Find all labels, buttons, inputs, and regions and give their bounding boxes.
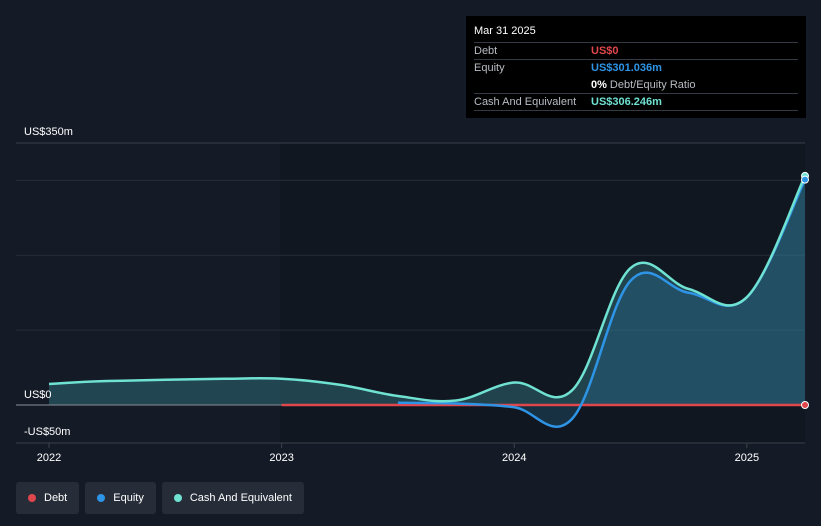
x-tick-label: 2022: [37, 452, 61, 464]
equity-dot-icon: [97, 494, 106, 502]
cash-dot-icon: [173, 494, 182, 502]
legend-cash-label: Cash And Equivalent: [189, 492, 292, 504]
legend-item-debt[interactable]: Debt: [16, 482, 80, 514]
equity-end-marker: [801, 175, 809, 184]
tooltip-debt-label: Debt: [474, 45, 498, 57]
y-axis-bottom-label: -US$50m: [24, 426, 70, 438]
debt-end-marker: [801, 401, 809, 409]
legend-item-cash[interactable]: Cash And Equivalent: [161, 482, 304, 514]
tooltip-cash-label: Cash And Equivalent: [474, 96, 577, 108]
x-tick-label: 2023: [269, 452, 293, 464]
tooltip-equity-value: US$301.036m: [591, 62, 662, 74]
tooltip-cash-value: US$306.246m: [591, 96, 662, 108]
tooltip-row-equity: Equity US$301.036m: [474, 59, 798, 76]
tooltip-equity-label: Equity: [474, 62, 505, 74]
legend-debt-label: Debt: [44, 492, 68, 504]
equity-area-fill: [397, 179, 805, 427]
tooltip-debt-value: US$0: [591, 45, 619, 57]
tooltip-row-ratio: 0% Debt/Equity Ratio: [474, 76, 798, 93]
y-axis-top-label: US$350m: [24, 126, 73, 138]
x-tick-label: 2024: [502, 452, 526, 464]
gridlines: [16, 142, 805, 444]
y-axis-zero-label: US$0: [24, 389, 52, 401]
tooltip-ratio-value: 0%: [591, 79, 607, 91]
chart-legend: Debt Equity Cash And Equivalent: [16, 482, 304, 514]
cash-series-line: [48, 175, 807, 403]
tooltip-ratio-label: Debt/Equity Ratio: [609, 79, 696, 91]
legend-equity-label: Equity: [113, 492, 144, 504]
debt-dot-icon: [28, 494, 36, 502]
legend-item-equity[interactable]: Equity: [85, 482, 156, 514]
data-tooltip: Mar 31 2025 Debt US$0 Equity US$301.036m…: [466, 16, 806, 118]
end-markers: [801, 171, 809, 409]
x-axis-ticks: 2022 2023 2024 2025: [37, 443, 759, 464]
tooltip-row-cash: Cash And Equivalent US$306.246m: [474, 93, 798, 111]
x-tick-label: 2025: [735, 452, 759, 464]
tooltip-row-debt: Debt US$0: [474, 42, 798, 59]
cash-area-fill: [49, 175, 805, 405]
tooltip-date: Mar 31 2025: [474, 25, 536, 37]
